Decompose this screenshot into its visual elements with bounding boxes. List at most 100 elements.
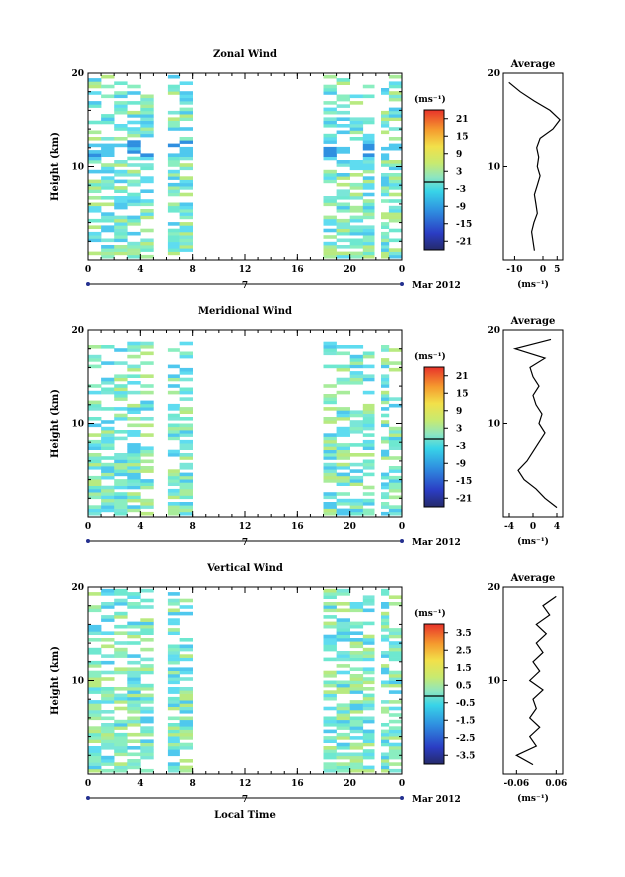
- heatmap-cell: [179, 696, 193, 701]
- heatmap-cell: [166, 631, 180, 635]
- heatmap-cell: [388, 736, 403, 740]
- heatmap-cell: [101, 153, 115, 157]
- heatmap-cell: [349, 251, 364, 256]
- heatmap-cell: [362, 423, 377, 428]
- heatmap-cell: [101, 439, 115, 444]
- heatmap-cell: [88, 137, 102, 141]
- heatmap-cell: [362, 245, 377, 249]
- heatmap-cell: [101, 166, 115, 171]
- heatmap-cell: [114, 436, 128, 441]
- heatmap-cell: [323, 417, 337, 421]
- heatmap-cell: [88, 683, 102, 688]
- heatmap-cell: [349, 475, 364, 480]
- heatmap-cell: [362, 390, 377, 395]
- heatmap-cell: [140, 341, 154, 346]
- heatmap-cell: [362, 706, 377, 711]
- heatmap-cell: [88, 739, 102, 743]
- heatmap-cell: [114, 348, 128, 352]
- x-tick-label: 16: [291, 522, 304, 532]
- heatmap-cell: [362, 651, 377, 655]
- heatmap-cell: [362, 647, 377, 652]
- colorbar-tick-label: -3: [456, 185, 466, 195]
- heatmap-cell: [101, 502, 115, 506]
- heatmap-cell: [88, 345, 102, 349]
- heatmap-cell: [166, 84, 180, 89]
- heatmap-cell: [388, 768, 403, 773]
- heatmap-cell: [336, 202, 350, 207]
- heatmap-cell: [323, 222, 337, 226]
- heatmap-cell: [101, 742, 115, 747]
- heatmap-cell: [140, 755, 154, 760]
- heatmap-cell: [88, 91, 102, 95]
- heatmap-cell: [166, 390, 180, 395]
- heatmap-cell: [375, 407, 390, 411]
- heatmap-cell: [388, 651, 403, 655]
- heatmap-cell: [388, 602, 403, 606]
- x-tick-label: 8: [190, 779, 196, 789]
- heatmap-cell: [349, 710, 364, 714]
- heatmap-cell: [166, 651, 180, 655]
- heatmap-cell: [323, 176, 337, 180]
- heatmap-cell: [349, 508, 364, 513]
- heatmap-cell: [114, 765, 128, 770]
- heatmap-cell: [388, 143, 403, 148]
- heatmap-cell: [336, 351, 350, 356]
- heatmap-cell: [101, 361, 115, 365]
- heatmap-cell: [388, 97, 403, 102]
- x-tick-label: 0: [85, 779, 91, 789]
- heatmap-cell: [179, 140, 193, 144]
- heatmap-cell: [166, 765, 180, 770]
- heatmap-cell: [336, 670, 350, 675]
- heatmap-cell: [114, 667, 128, 671]
- heatmap-cell: [166, 674, 180, 678]
- panel-zonal-wind: Zonal Wind 20 10 Height (km) 0 4 8 12 16 20 0 7 Mar …: [50, 49, 564, 291]
- heatmap-cell: [140, 605, 154, 609]
- heatmap-cell: [336, 492, 350, 496]
- heatmap-cell: [336, 719, 350, 724]
- heatmap-cell: [336, 723, 350, 727]
- heatmap-cell: [127, 621, 141, 626]
- heatmap-cell: [323, 605, 337, 609]
- heatmap-cell: [101, 163, 115, 167]
- heatmap-cell: [179, 670, 193, 675]
- heatmap-cell: [323, 384, 337, 388]
- heatmap-cell: [88, 482, 102, 486]
- heatmap-cell: [375, 235, 390, 239]
- heatmap-cell: [88, 670, 102, 675]
- heatmap-cell: [323, 254, 337, 259]
- heatmap-cell: [101, 345, 115, 349]
- heatmap-cell: [88, 608, 102, 613]
- heatmap-cell: [140, 433, 154, 437]
- heatmap-cell: [114, 615, 128, 619]
- heatmap-cell: [349, 719, 364, 724]
- heatmap-cell: [362, 202, 377, 207]
- heatmap-cell: [349, 765, 364, 770]
- heatmap-cell: [127, 251, 141, 256]
- heatmap-cell: [349, 124, 364, 128]
- heatmap-cell: [375, 615, 390, 619]
- heatmap-cell: [323, 436, 337, 441]
- heatmap-cell: [349, 423, 364, 428]
- heatmap-cell: [114, 456, 128, 460]
- heatmap-cell: [114, 746, 128, 750]
- heatmap-cell: [349, 703, 364, 707]
- heatmap-cell: [140, 710, 154, 714]
- heatmap-cell: [388, 173, 403, 177]
- heatmap-cell: [388, 163, 403, 167]
- heatmap-cell: [88, 453, 102, 457]
- heatmap-cell: [179, 765, 193, 770]
- heatmap-cell: [114, 687, 128, 691]
- heatmap-cell: [88, 687, 102, 691]
- heatmap-cell: [114, 202, 128, 207]
- average-frame: [502, 586, 564, 775]
- average-y-tick-label: 10: [487, 677, 500, 687]
- heatmap-cell: [166, 749, 180, 753]
- heatmap-cell: [349, 127, 364, 131]
- heatmap-cell: [166, 173, 180, 177]
- heatmap-cell: [375, 173, 390, 177]
- heatmap-cell: [166, 449, 180, 454]
- heatmap-cell: [114, 736, 128, 740]
- heatmap-cell: [349, 254, 364, 259]
- heatmap-cell: [388, 192, 403, 197]
- heatmap-cell: [101, 631, 115, 635]
